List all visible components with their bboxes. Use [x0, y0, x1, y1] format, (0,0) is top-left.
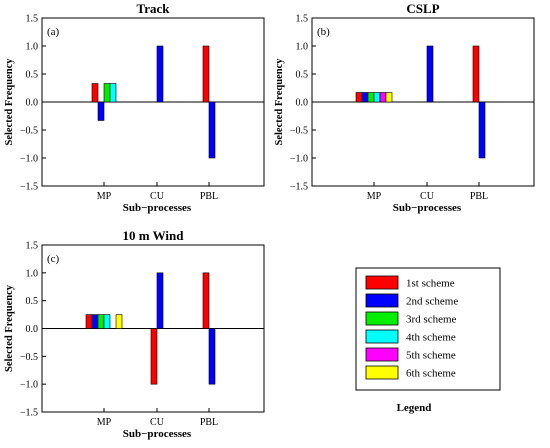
bar-mp-scheme-3: [97, 314, 105, 329]
panel-label: (b): [317, 26, 330, 38]
legend: 1st scheme 2nd scheme 3rd scheme 4th scheme…: [355, 267, 501, 414]
bar-pbl-scheme-2: [208, 328, 216, 385]
bar-cu-scheme-1: [150, 328, 158, 385]
y-axis-label: Selected Frequency: [4, 58, 15, 146]
bar-mp-scheme-4: [103, 314, 111, 329]
legend-label: 4th scheme: [406, 332, 456, 344]
y-tick-label: −0.5: [20, 352, 38, 363]
y-tick-label: 1.0: [296, 42, 309, 53]
legend-swatch: [365, 311, 399, 326]
bar-mp-scheme-2: [91, 314, 99, 329]
chart-panel-3: 1.5 1.0 0.5 0.0 −0.5 −1.0 −1.5 MP CU PBL (c) 10 m W…: [4, 228, 265, 440]
bar-pbl-scheme-1: [472, 45, 480, 103]
bar-pbl-scheme-2: [208, 101, 216, 159]
x-tick-label-mp: MP: [97, 191, 112, 202]
bar-mp-scheme-2: [97, 101, 105, 121]
x-tick-label-cu: CU: [420, 191, 435, 202]
y-tick-label: −1.0: [20, 380, 38, 391]
y-tick-label: −0.5: [20, 126, 38, 137]
bar-mp-scheme-1: [85, 314, 93, 329]
y-tick-label: 1.0: [26, 268, 39, 279]
y-tick-label: 0.5: [26, 70, 39, 81]
y-tick-label: −1.5: [20, 408, 38, 419]
bar-mp-scheme-1: [355, 92, 363, 103]
legend-item: 1st scheme: [365, 275, 455, 290]
y-tick-label: −1.0: [290, 154, 308, 165]
bar-pbl-scheme-1: [202, 272, 210, 329]
y-tick-label: 0.5: [296, 70, 309, 81]
legend-swatch: [365, 365, 399, 380]
y-tick-label: 0.5: [26, 296, 39, 307]
legend-label: 6th scheme: [406, 368, 456, 380]
panel-title: Track: [137, 1, 171, 16]
x-axis-label: Sub−processes: [123, 202, 192, 214]
legend-box: [355, 267, 501, 391]
bar-mp-scheme-6: [115, 314, 123, 329]
y-tick-label: −1.5: [20, 182, 38, 193]
bar-mp-scheme-1: [91, 83, 99, 103]
y-tick-label: 1.5: [296, 14, 309, 25]
x-tick-label-pbl: PBL: [200, 417, 218, 428]
legend-item: 3rd scheme: [365, 311, 457, 326]
bar-mp-scheme-3: [103, 83, 111, 103]
x-tick-label-cu: CU: [150, 191, 165, 202]
panel-title: CSLP: [406, 1, 439, 16]
legend-item: 4th scheme: [365, 329, 456, 344]
legend-item: 2nd scheme: [365, 293, 458, 308]
bar-pbl-scheme-1: [202, 45, 210, 103]
panel-label: (a): [47, 26, 60, 38]
y-tick-label: 0.0: [296, 98, 309, 109]
x-tick-label-pbl: PBL: [470, 191, 488, 202]
chart-panel-1: 1.5 1.0 0.5 0.0 −0.5 −1.0 −1.5 MP CU PBL (a) Track S…: [4, 1, 265, 214]
panel-label: (c): [47, 253, 60, 265]
bar-cu-scheme-2: [156, 272, 164, 329]
x-tick-label-pbl: PBL: [200, 191, 218, 202]
y-tick-label: −1.5: [290, 182, 308, 193]
bar-mp-scheme-4: [109, 83, 117, 103]
legend-item: 5th scheme: [365, 347, 456, 362]
bar-cu-scheme-2: [426, 45, 434, 103]
y-axis-label: Selected Frequency: [274, 58, 285, 146]
x-tick-label-mp: MP: [367, 191, 382, 202]
legend-swatch: [365, 293, 399, 308]
legend-label: 2nd scheme: [406, 296, 458, 308]
chart-panel-2: 1.5 1.0 0.5 0.0 −0.5 −1.0 −1.5 MP CU PBL (b) CSLP Su…: [274, 1, 535, 214]
y-tick-label: 0.0: [26, 324, 39, 335]
legend-swatch: [365, 329, 399, 344]
bar-mp-scheme-6: [385, 92, 393, 103]
y-tick-label: 0.0: [26, 98, 39, 109]
legend-label: 1st scheme: [406, 278, 455, 290]
x-axis-label: Sub−processes: [393, 202, 462, 214]
bar-mp-scheme-3: [367, 92, 375, 103]
legend-swatch: [365, 347, 399, 362]
legend-title: Legend: [397, 402, 432, 414]
bar-mp-scheme-4: [373, 92, 381, 103]
y-tick-label: 1.5: [26, 241, 39, 252]
bar-cu-scheme-2: [156, 45, 164, 103]
y-tick-label: −0.5: [290, 126, 308, 137]
legend-swatch: [365, 275, 399, 290]
y-tick-label: 1.5: [26, 14, 39, 25]
x-tick-label-mp: MP: [97, 417, 112, 428]
y-tick-label: 1.0: [26, 42, 39, 53]
y-tick-label: −1.0: [20, 154, 38, 165]
bar-pbl-scheme-2: [478, 101, 486, 159]
x-tick-label-cu: CU: [150, 417, 165, 428]
bar-mp-scheme-2: [361, 92, 369, 103]
panel-title: 10 m Wind: [123, 228, 185, 243]
legend-label: 3rd scheme: [406, 314, 457, 326]
legend-item: 6th scheme: [365, 365, 456, 380]
y-axis-label: Selected Frequency: [4, 284, 15, 372]
legend-label: 5th scheme: [406, 350, 456, 362]
x-axis-label: Sub−processes: [123, 428, 192, 440]
bar-mp-scheme-5: [379, 92, 387, 103]
